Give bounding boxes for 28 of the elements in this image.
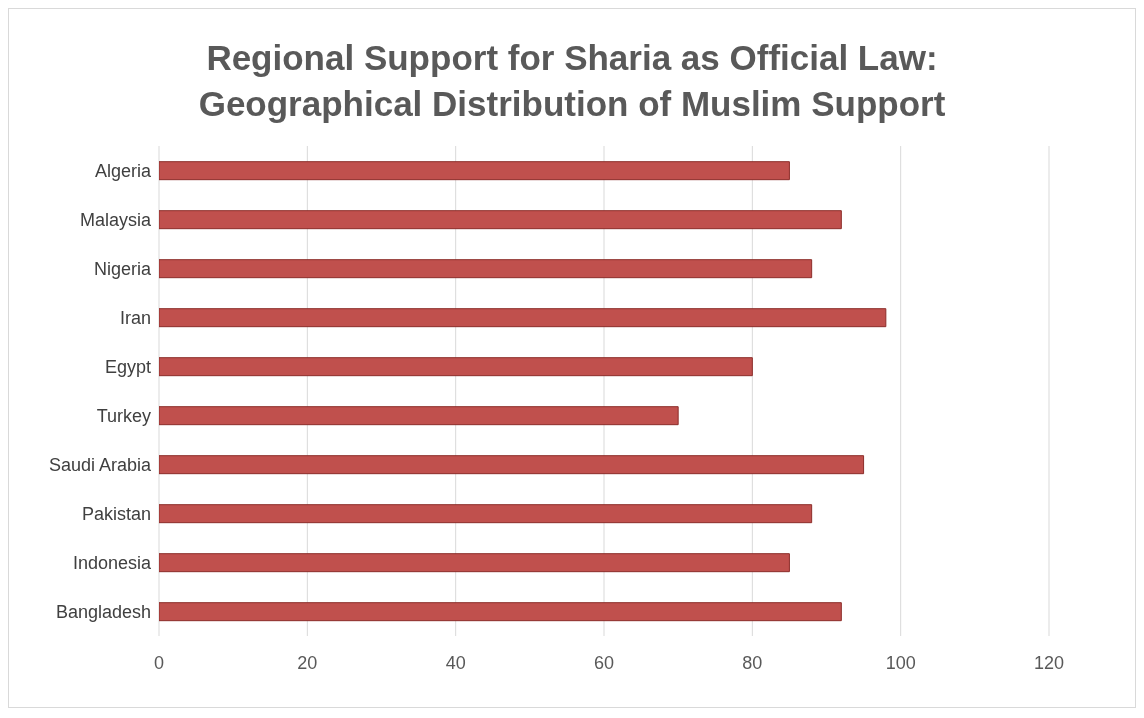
y-tick-label: Turkey [96, 405, 151, 426]
x-tick-label: 0 [153, 652, 165, 673]
bar [159, 308, 887, 328]
x-tick-label: 20 [297, 652, 318, 673]
x-tick-label: 80 [742, 652, 763, 673]
x-tick-label: 120 [1033, 652, 1065, 673]
y-tick-label: Saudi Arabia [48, 454, 152, 475]
bar [159, 602, 842, 622]
x-tick-label: 100 [885, 652, 916, 673]
bar [159, 357, 753, 377]
y-tick-label: Iran [119, 307, 151, 328]
x-tick-label: 60 [593, 652, 615, 673]
y-tick-label: Pakistan [81, 503, 151, 524]
chart-title: Regional Support for Sharia as Official Law: Geographical Distribution of Muslim Support [197, 37, 947, 125]
bar [159, 406, 679, 426]
bar [159, 504, 813, 524]
y-tick-label: Malaysia [79, 209, 152, 230]
y-tick-label: Algeria [94, 160, 152, 181]
y-tick-label: Bangladesh [55, 601, 151, 622]
y-tick-label: Indonesia [72, 552, 152, 573]
x-tick-label: 40 [445, 652, 466, 673]
bar [159, 161, 790, 181]
bar [159, 259, 813, 279]
bar [159, 455, 865, 475]
bar [159, 210, 842, 230]
bar [159, 553, 790, 573]
y-tick-label: Nigeria [93, 258, 152, 279]
y-tick-label: Egypt [104, 356, 151, 377]
